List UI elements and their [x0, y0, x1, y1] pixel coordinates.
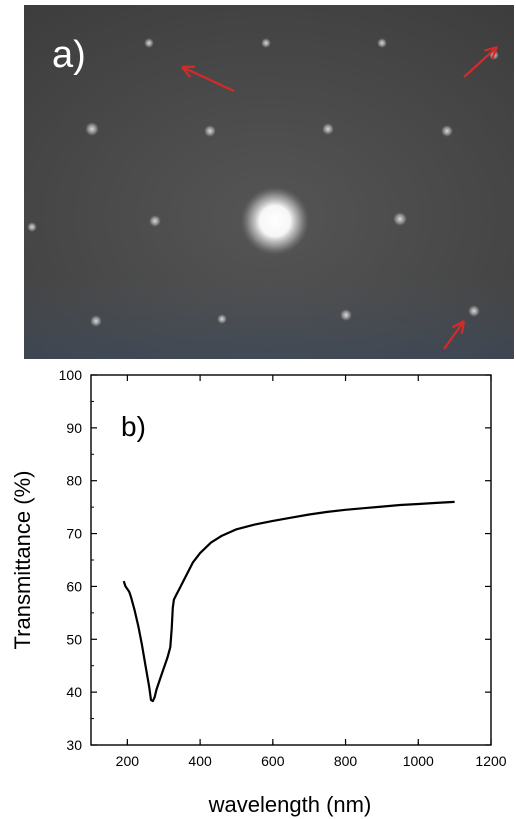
diffraction-spot — [441, 125, 453, 137]
diffraction-spot — [85, 122, 99, 136]
diffraction-spot — [149, 215, 161, 227]
panel-a-label: a) — [52, 34, 86, 76]
red-arrow — [443, 320, 466, 350]
diffraction-spot — [393, 212, 407, 226]
diffraction-spot — [144, 38, 154, 48]
y-tick-label: 60 — [66, 578, 82, 594]
y-tick-label: 100 — [59, 367, 83, 383]
plot-frame — [90, 374, 492, 746]
x-tick-label: 400 — [188, 753, 212, 769]
image-bottom-shade — [24, 275, 514, 359]
diffraction-spot — [90, 315, 102, 327]
x-tick-label: 600 — [261, 753, 285, 769]
diffraction-spot — [217, 314, 227, 324]
diffraction-spot — [340, 309, 352, 321]
diffraction-spot — [377, 38, 387, 48]
diffraction-spot — [204, 125, 216, 137]
x-tick-label: 200 — [116, 753, 140, 769]
x-tick-label: 1200 — [475, 753, 506, 769]
y-tick-label: 80 — [66, 473, 82, 489]
x-tick-label: 1000 — [403, 753, 434, 769]
transmittance-curve — [122, 500, 455, 703]
electron-diffraction-image: a) — [24, 5, 514, 359]
red-arrow — [463, 45, 499, 78]
y-tick-label: 50 — [66, 631, 82, 647]
diffraction-spot — [468, 305, 480, 317]
red-arrow — [181, 65, 235, 92]
transmittance-chart: 200 400 600 800 1000 1200 30 40 50 60 70 80 90 100 b)… — [10, 367, 507, 817]
central-beam-spot — [241, 187, 309, 255]
y-axis-label: Transmittance (%) — [10, 471, 35, 650]
diffraction-spot — [27, 222, 37, 232]
x-tick-label: 800 — [334, 753, 358, 769]
y-tick-label: 70 — [66, 526, 82, 542]
x-axis-label: wavelength (nm) — [208, 792, 372, 817]
diffraction-spot — [322, 123, 334, 135]
diffraction-spot — [261, 38, 271, 48]
y-tick-label: 40 — [66, 684, 82, 700]
panel-b-label: b) — [121, 411, 146, 442]
y-tick-label: 30 — [66, 737, 82, 753]
red-arrows — [181, 45, 499, 350]
y-tick-label: 90 — [66, 420, 82, 436]
